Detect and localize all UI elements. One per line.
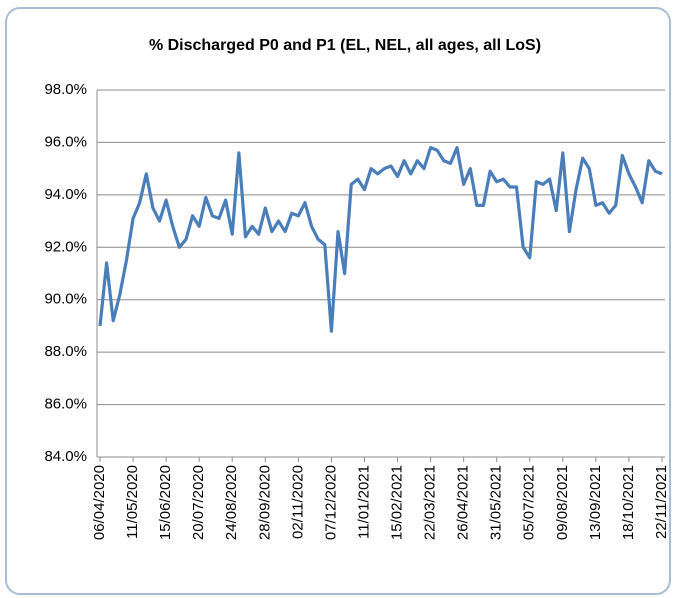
x-tick-label: 02/11/2020	[289, 465, 306, 539]
x-tick-label: 20/07/2020	[190, 465, 207, 540]
x-tick-label: 09/08/2021	[554, 465, 571, 540]
y-tick-label: 98.0%	[44, 81, 87, 98]
x-tick-label: 11/05/2020	[124, 465, 141, 539]
x-tick-label: 11/01/2021	[355, 465, 372, 539]
x-tick-label: 18/10/2021	[620, 465, 637, 540]
x-tick-label: 22/03/2021	[422, 465, 439, 540]
x-tick-label: 13/09/2021	[587, 465, 604, 540]
y-tick-label: 84.0%	[44, 448, 87, 465]
y-tick-label: 92.0%	[44, 238, 87, 255]
y-tick-label: 96.0%	[44, 133, 87, 150]
chart-title: % Discharged P0 and P1 (EL, NEL, all age…	[149, 37, 541, 54]
x-tick-label: 15/06/2020	[157, 465, 174, 540]
x-tick-label: 22/11/2021	[653, 465, 670, 539]
y-tick-label: 86.0%	[44, 396, 87, 413]
chart-frame	[5, 7, 671, 595]
x-tick-label: 26/04/2021	[455, 465, 472, 540]
y-tick-label: 94.0%	[44, 186, 87, 203]
x-tick-label: 06/04/2020	[91, 465, 108, 540]
x-tick-label: 31/05/2021	[488, 465, 505, 540]
x-tick-label: 24/08/2020	[223, 465, 240, 540]
x-tick-label: 07/12/2020	[322, 465, 339, 540]
data-line	[98, 146, 663, 333]
y-tick-label: 90.0%	[44, 291, 87, 308]
x-tick-label: 15/02/2021	[388, 465, 405, 540]
x-tick-label: 28/09/2020	[256, 465, 273, 540]
x-tick-label: 05/07/2021	[521, 465, 538, 540]
y-tick-label: 88.0%	[44, 343, 87, 360]
